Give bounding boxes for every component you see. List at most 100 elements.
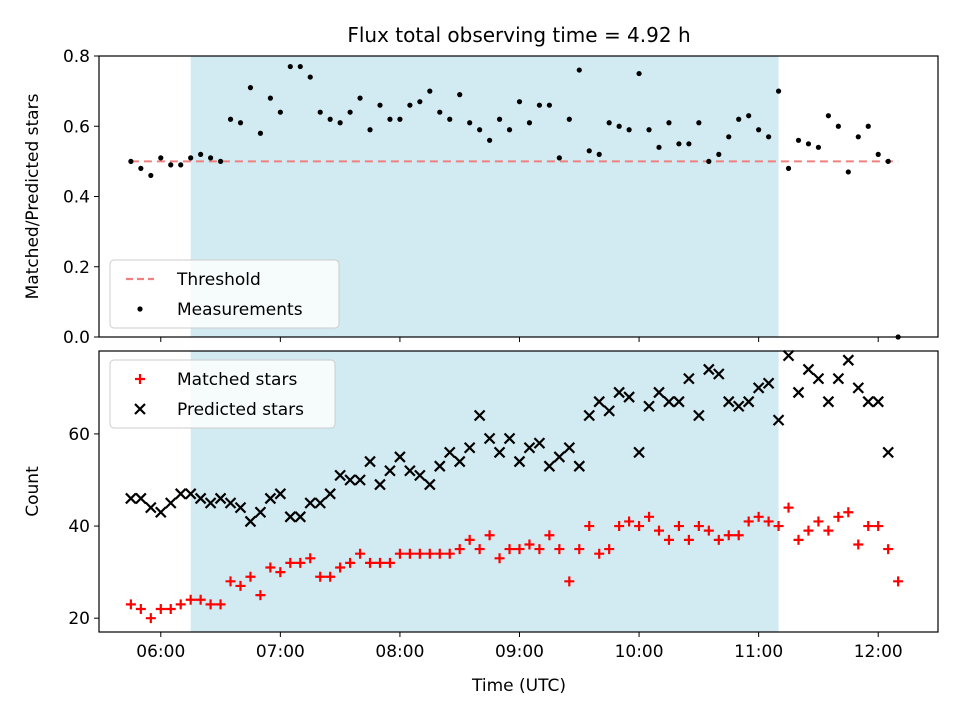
matched-stars-point <box>384 557 395 568</box>
legend-box <box>109 359 336 429</box>
matched-stars-point <box>414 548 425 559</box>
predicted-stars-point <box>822 395 835 408</box>
matched-stars-point <box>335 562 346 573</box>
measurement-point <box>546 102 552 108</box>
measurement-point <box>516 99 523 105</box>
measurement-point <box>337 120 343 126</box>
predicted-stars-point <box>503 432 516 445</box>
measurement-point <box>756 127 762 133</box>
measurement-point <box>168 162 174 168</box>
predicted-stars-point <box>513 455 526 468</box>
matched-stars-point <box>703 525 714 536</box>
predicted-stars-point <box>683 372 695 385</box>
measurement-point <box>805 141 812 147</box>
predicted-stars-point <box>663 395 675 408</box>
matched-stars-point <box>893 576 904 587</box>
measurement-point <box>766 134 772 140</box>
predicted-stars-point <box>284 511 297 523</box>
matched-stars-point <box>355 548 366 559</box>
count-legend: Matched stars Predicted stars <box>109 359 336 429</box>
measurement-point <box>506 127 513 133</box>
measurement-point <box>616 123 622 129</box>
predicted-stars-point <box>872 395 884 408</box>
legend-swatch <box>134 403 146 415</box>
matched-stars-point <box>474 544 485 555</box>
x-tick-label: 12:00 <box>854 642 903 662</box>
measurement-point <box>437 109 443 115</box>
y-tick-label: 0.0 <box>63 328 90 348</box>
predicted-stars-point <box>224 497 237 509</box>
measurement-point <box>795 137 802 143</box>
legend-box <box>109 259 340 329</box>
predicted-stars-point <box>792 386 805 399</box>
matched-stars-point <box>723 530 734 541</box>
measurement-point <box>457 92 463 98</box>
measurement-point <box>586 148 592 154</box>
y-tick-label: 0.2 <box>63 258 90 278</box>
predicted-stars-point <box>204 497 217 509</box>
measurement-point <box>736 116 742 122</box>
legend-label: Matched stars <box>177 370 297 390</box>
matched-stars-point <box>255 590 266 601</box>
x-tick-label: 06:00 <box>136 642 185 662</box>
matched-stars-point <box>464 534 475 545</box>
measurement-point <box>726 134 732 140</box>
matched-stars-point <box>713 534 724 545</box>
y-tick-label: 20 <box>68 609 90 629</box>
matched-stars-point <box>634 521 645 532</box>
matched-stars-point <box>185 594 196 605</box>
matched-stars-point <box>663 534 674 545</box>
predicted-stars-point <box>304 497 317 509</box>
predicted-stars-point <box>643 400 655 413</box>
predicted-stars-point <box>862 395 875 408</box>
measurement-point <box>706 158 712 164</box>
predicted-stars-point <box>553 451 566 463</box>
matched-stars-point <box>823 525 834 536</box>
count-panel-frame <box>98 350 939 633</box>
measurement-point <box>676 141 682 147</box>
matched-stars-point <box>165 603 176 614</box>
matched-stars-point <box>454 544 465 555</box>
measurement-point <box>477 127 483 133</box>
predicted-stars-point <box>782 349 795 362</box>
measurement-point <box>566 116 572 122</box>
matched-stars-point <box>285 557 296 568</box>
matched-stars-point <box>683 534 694 545</box>
measurement-point <box>417 99 423 105</box>
predicted-stars-point <box>523 441 536 454</box>
legend-label: Measurements <box>177 300 303 320</box>
legend-label: Threshold <box>176 270 261 290</box>
predicted-stars-point <box>194 492 207 505</box>
matched-stars-point <box>544 530 555 541</box>
measurement-point <box>287 63 293 70</box>
y-tick-label: 40 <box>68 517 90 537</box>
matched-stars-point <box>843 507 854 518</box>
matched-stars-point <box>644 511 655 522</box>
predicted-stars-point <box>174 488 187 500</box>
predicted-stars-point <box>394 451 406 463</box>
predicted-stars-point <box>164 497 177 509</box>
matched-stars-point <box>504 544 515 555</box>
predicted-stars-point <box>722 395 735 408</box>
matched-stars-point <box>275 567 286 578</box>
x-tick-label: 09:00 <box>495 642 544 662</box>
predicted-stars-point <box>882 446 894 459</box>
predicted-stars-point <box>483 432 496 445</box>
matched-stars-point <box>155 603 166 614</box>
matched-stars-point <box>374 557 385 568</box>
matched-stars-point <box>484 530 495 541</box>
matched-stars-point <box>245 571 256 582</box>
measurement-point <box>467 120 473 126</box>
matched-stars-point <box>175 599 186 610</box>
measurement-point <box>227 116 234 122</box>
predicted-stars-point <box>732 400 745 413</box>
matched-stars-point <box>534 544 545 555</box>
matched-stars-point <box>195 594 206 605</box>
matched-stars-point <box>673 521 684 532</box>
predicted-stars-point <box>832 372 845 385</box>
matched-stars-point <box>614 521 625 532</box>
measurement-point <box>277 109 283 115</box>
measurement-point <box>636 70 642 77</box>
matched-stars-point <box>345 557 356 568</box>
y-tick-label: 0.6 <box>63 117 90 137</box>
